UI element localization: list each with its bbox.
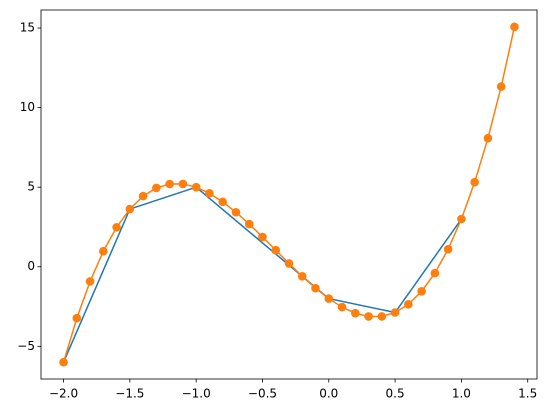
point [271,245,281,255]
y-tick-label: 15 [20,21,35,35]
x-tick-label: −0.5 [248,387,277,401]
point [430,268,440,278]
x-tick-label: 0.0 [319,387,338,401]
point [483,133,493,143]
y-tick-label: 10 [20,100,35,114]
point [72,313,82,323]
point [443,244,453,254]
point [297,271,307,281]
y-tick-label: −5 [17,339,35,353]
point [112,222,121,232]
point [152,183,161,193]
point [85,277,95,286]
point [496,82,506,91]
x-tick-label: 1.0 [452,387,471,401]
point [324,294,334,303]
axes-frame [40,9,538,380]
series-line [62,26,516,363]
point [364,312,373,321]
point [59,357,68,367]
point [351,308,360,318]
point [99,246,108,256]
point [191,182,201,192]
y-tick-label: 5 [27,180,35,194]
point [138,191,148,201]
point [390,308,400,317]
point [231,207,241,217]
x-tick-label: 1.5 [518,387,537,401]
point [311,283,320,293]
x-tick-label: −2.0 [49,387,78,401]
point [258,232,267,242]
x-tick-label: 0.5 [386,387,405,401]
point [284,259,294,268]
point [218,197,227,207]
point [165,179,174,189]
point [377,312,387,321]
series-line [62,186,463,363]
x-tick-label: −1.5 [115,387,144,401]
point [205,189,214,198]
point [510,22,519,32]
y-tick-label: 0 [27,259,35,273]
point [470,177,479,187]
x-tick-label: −1.0 [182,387,211,401]
point [457,214,466,224]
point [178,179,188,189]
point [244,219,254,229]
point [125,204,135,214]
point [417,287,426,296]
point [404,300,413,309]
point [337,302,347,312]
